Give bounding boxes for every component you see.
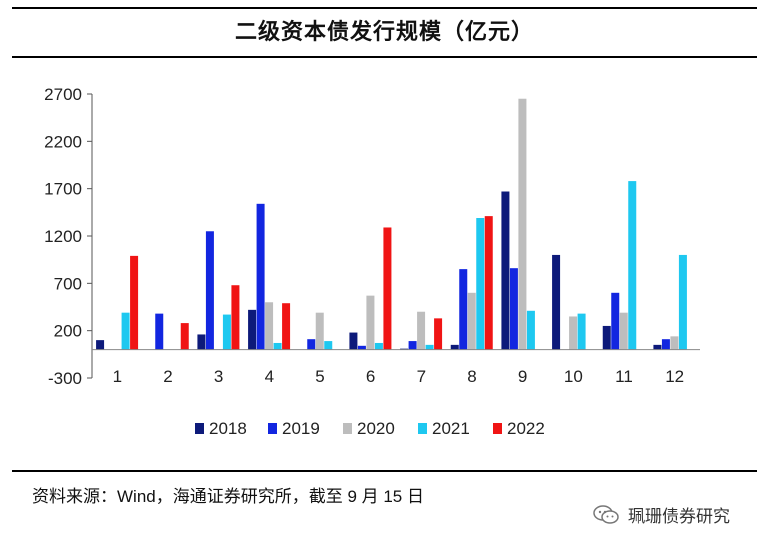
y-tick-label: 1700 bbox=[44, 180, 82, 199]
legend: 2018 2019 2020 2021 2022 bbox=[195, 419, 545, 438]
bar-2021-5 bbox=[324, 341, 333, 350]
bars bbox=[96, 98, 687, 350]
bar-2018-12 bbox=[653, 344, 662, 350]
bar-2019-11 bbox=[611, 292, 620, 350]
legend-swatch-2021 bbox=[418, 423, 427, 434]
y-tick-label: 1200 bbox=[44, 227, 82, 246]
bar-2019-6 bbox=[357, 345, 366, 350]
bar-2018-9 bbox=[501, 191, 510, 350]
bar-2018-10 bbox=[552, 254, 561, 350]
bar-2020-10 bbox=[569, 316, 578, 350]
bar-2018-3 bbox=[197, 334, 206, 350]
bar-2021-10 bbox=[577, 313, 586, 350]
legend-label-2020: 2020 bbox=[357, 419, 395, 438]
bar-2019-4 bbox=[256, 203, 265, 350]
bottom-rule bbox=[12, 470, 757, 472]
bar-2021-11 bbox=[628, 181, 637, 350]
legend-label-2019: 2019 bbox=[282, 419, 320, 438]
legend-swatch-2018 bbox=[195, 423, 204, 434]
bar-2022-8 bbox=[484, 216, 493, 350]
bar-2019-3 bbox=[205, 231, 214, 350]
y-tick-label: -300 bbox=[48, 369, 82, 388]
top-rule bbox=[12, 7, 757, 9]
bar-2021-6 bbox=[374, 342, 383, 350]
x-tick-label: 9 bbox=[518, 367, 527, 386]
bar-2021-12 bbox=[678, 254, 687, 350]
bar-2020-12 bbox=[670, 336, 679, 350]
bar-2019-9 bbox=[509, 268, 518, 350]
bar-2020-6 bbox=[366, 295, 375, 350]
y-axis: -300 200 700 1200 1700 2200 2700 bbox=[44, 85, 93, 388]
bar-2022-4 bbox=[282, 303, 291, 350]
bar-2022-2 bbox=[180, 323, 189, 350]
bar-2019-5 bbox=[307, 339, 316, 350]
x-tick-label: 4 bbox=[265, 367, 274, 386]
bar-2019-12 bbox=[661, 339, 670, 350]
wechat-icon bbox=[593, 504, 619, 524]
x-tick-label: 10 bbox=[564, 367, 583, 386]
x-tick-label: 1 bbox=[113, 367, 122, 386]
legend-swatch-2022 bbox=[493, 423, 502, 434]
y-tick-label: 2200 bbox=[44, 132, 82, 151]
bar-2022-3 bbox=[231, 285, 240, 350]
bar-2020-7 bbox=[417, 311, 426, 350]
watermark: 珮珊债券研究 bbox=[592, 502, 730, 527]
x-tick-label: 11 bbox=[615, 367, 633, 386]
bar-2019-2 bbox=[155, 313, 164, 350]
bar-2020-5 bbox=[315, 312, 324, 350]
legend-label-2022: 2022 bbox=[507, 419, 545, 438]
y-tick-label: 2700 bbox=[44, 85, 82, 104]
source-note: 资料来源：Wind，海通证券研究所，截至 9 月 15 日 bbox=[32, 487, 424, 506]
x-tick-label: 2 bbox=[163, 367, 172, 386]
chart-title: 二级资本债发行规模（亿元） bbox=[234, 19, 534, 44]
x-axis: 1 2 3 4 5 6 7 8 9 10 11 12 bbox=[92, 349, 700, 386]
bar-2021-1 bbox=[121, 312, 130, 350]
bar-2021-8 bbox=[476, 218, 485, 350]
x-tick-label: 8 bbox=[467, 367, 476, 386]
bar-2022-1 bbox=[130, 255, 139, 350]
bar-2018-6 bbox=[349, 332, 358, 350]
y-tick-label: 700 bbox=[54, 274, 82, 293]
bar-2018-8 bbox=[450, 344, 459, 350]
legend-swatch-2019 bbox=[268, 423, 277, 434]
bar-2020-11 bbox=[619, 312, 628, 350]
bar-2022-7 bbox=[434, 318, 443, 350]
bar-2018-11 bbox=[602, 325, 611, 350]
legend-label-2021: 2021 bbox=[432, 419, 470, 438]
bar-2019-8 bbox=[459, 269, 468, 350]
bar-2018-4 bbox=[248, 309, 257, 350]
bar-2021-9 bbox=[526, 310, 535, 350]
x-tick-label: 5 bbox=[315, 367, 324, 386]
title-rule bbox=[12, 56, 757, 58]
bar-2020-8 bbox=[467, 292, 476, 350]
bar-2019-7 bbox=[408, 341, 417, 350]
watermark-text: 珮珊债券研究 bbox=[628, 507, 730, 526]
legend-label-2018: 2018 bbox=[209, 419, 247, 438]
x-tick-label: 3 bbox=[214, 367, 223, 386]
bar-2020-9 bbox=[518, 98, 527, 350]
bar-2022-6 bbox=[383, 227, 392, 350]
bar-2021-3 bbox=[222, 314, 231, 350]
y-tick-label: 200 bbox=[54, 322, 82, 341]
bar-2021-4 bbox=[273, 342, 282, 350]
bar-2021-7 bbox=[425, 344, 434, 350]
x-tick-label: 12 bbox=[665, 367, 684, 386]
x-tick-label: 7 bbox=[417, 367, 426, 386]
x-tick-label: 6 bbox=[366, 367, 375, 386]
bar-2020-4 bbox=[265, 302, 274, 350]
bar-2018-1 bbox=[96, 340, 105, 350]
legend-swatch-2020 bbox=[343, 423, 352, 434]
